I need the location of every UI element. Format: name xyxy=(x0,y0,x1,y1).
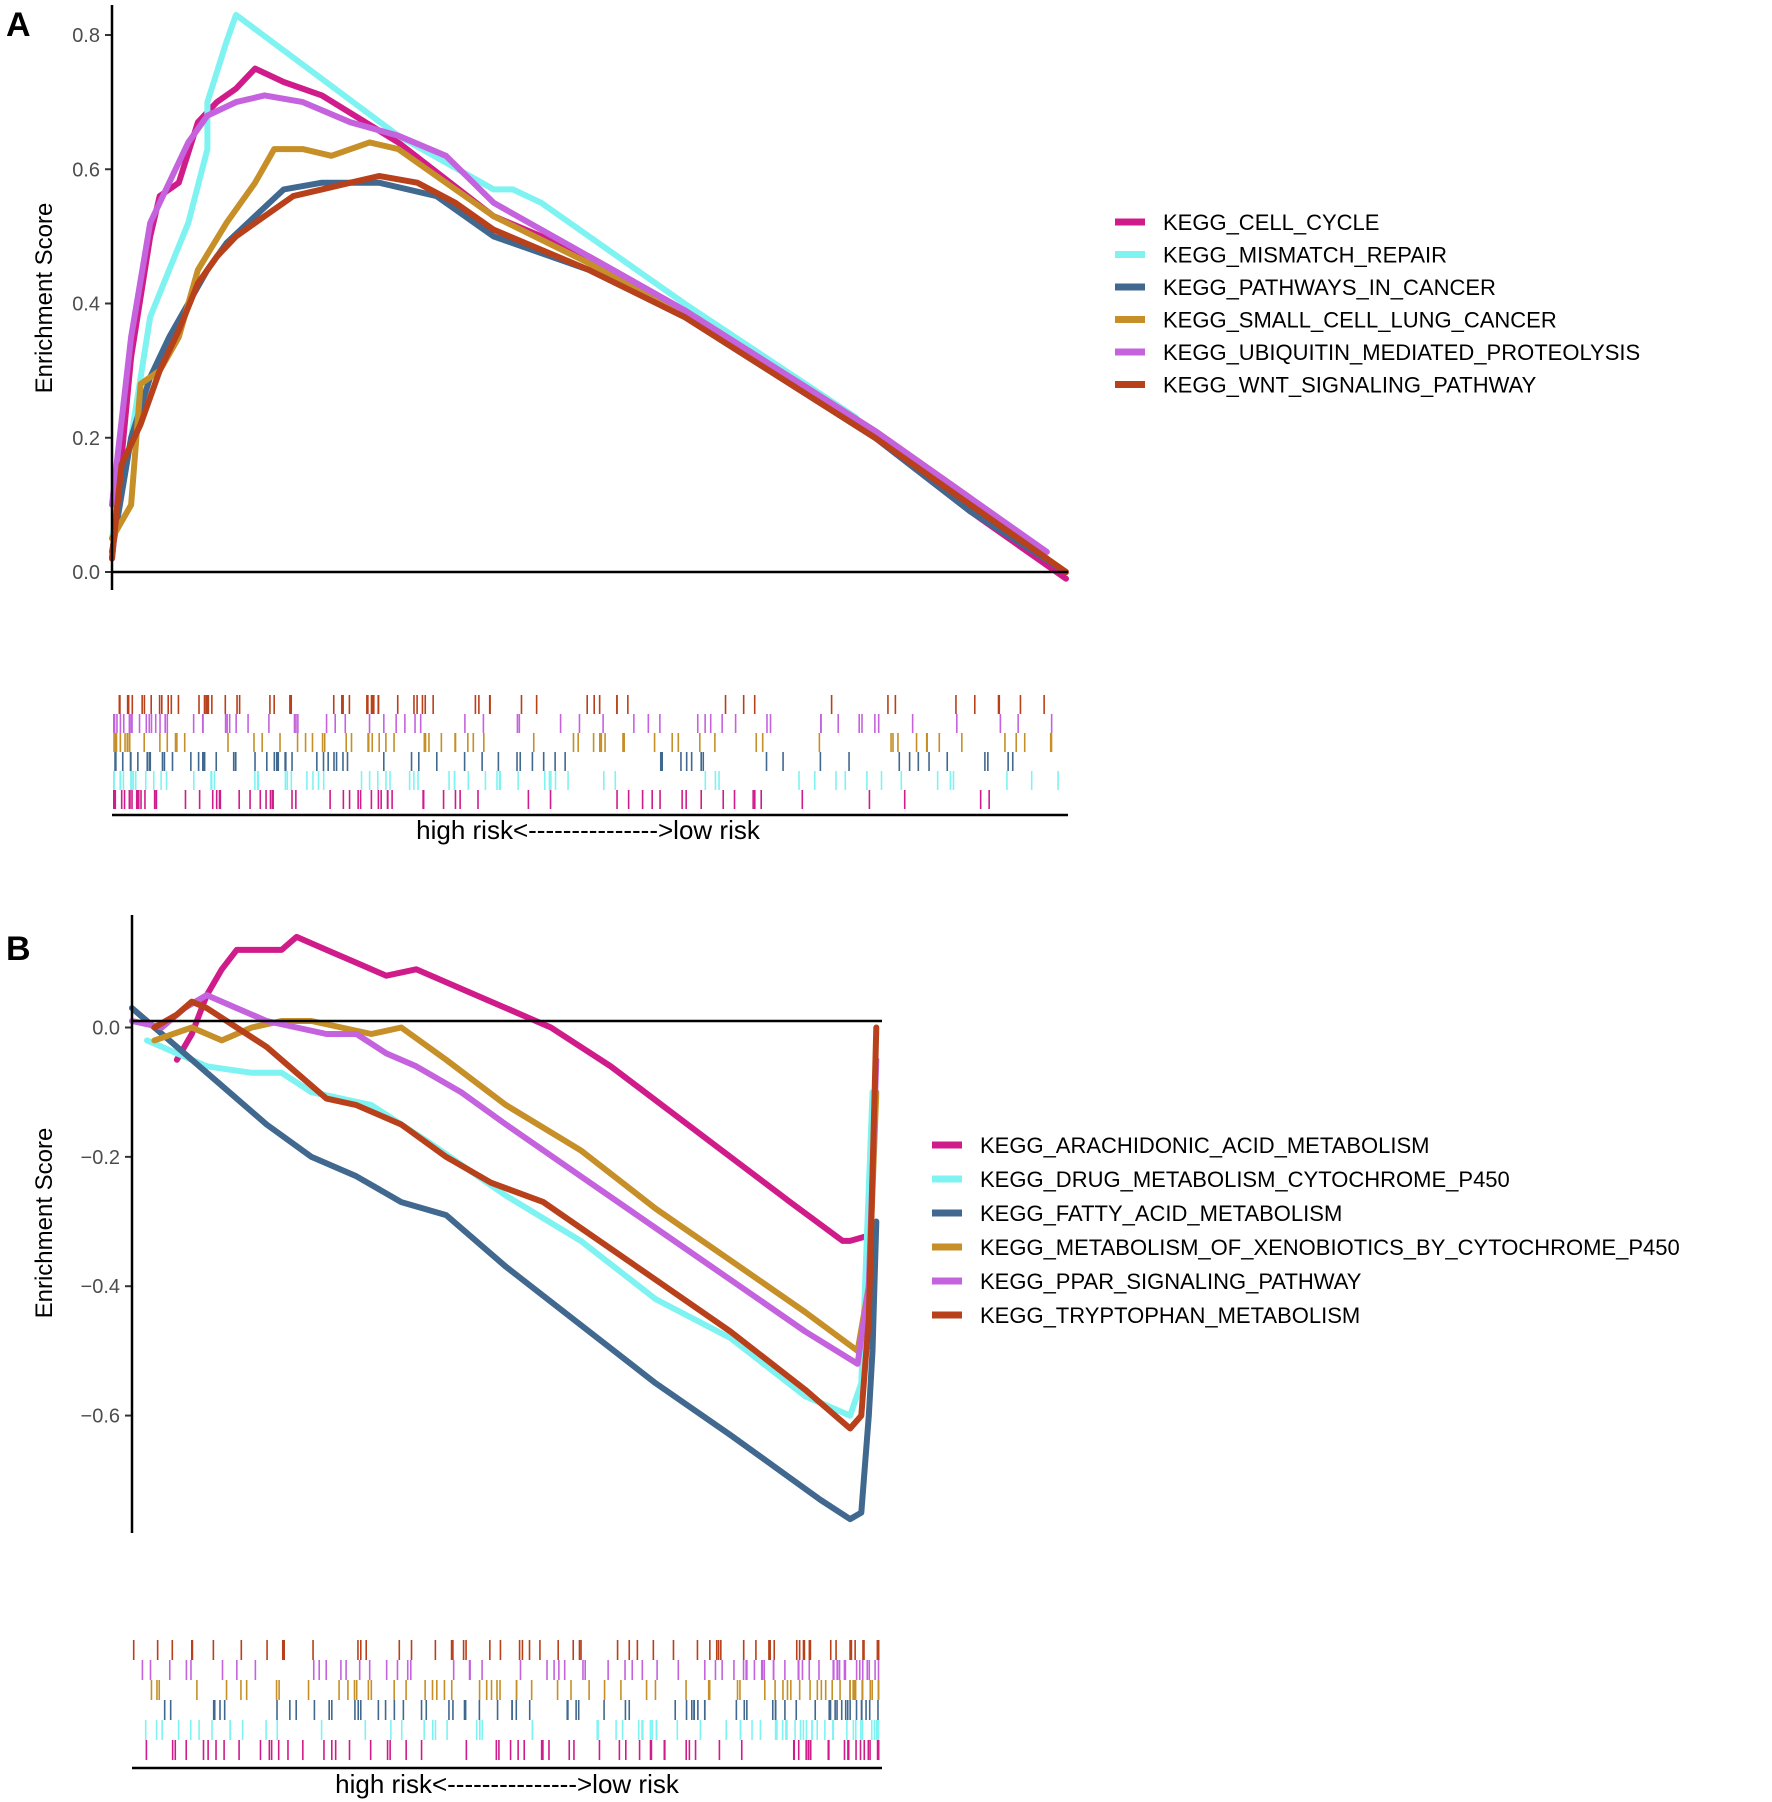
y-tick-label: 0.0 xyxy=(92,1017,120,1039)
series-line xyxy=(151,1018,880,1354)
y-tick-label: 0.2 xyxy=(72,428,100,450)
panel-b-xlabel: high risk<--------------->low risk xyxy=(335,1769,680,1799)
legend-label: KEGG_TRYPTOPHAN_METABOLISM xyxy=(980,1303,1360,1328)
panel-b-lines xyxy=(129,933,880,1523)
legend-label: KEGG_SMALL_CELL_LUNG_CANCER xyxy=(1163,308,1557,333)
panel-a: A Enrichment Score 0.0 0.2 0.4 0.6 0.8 high … xyxy=(6,5,1640,845)
panel-b-hit-ticks xyxy=(132,1640,880,1760)
series-line xyxy=(129,992,880,1367)
legend-label: KEGG_FATTY_ACID_METABOLISM xyxy=(980,1201,1342,1226)
panel-a-yticks: 0.0 0.2 0.4 0.6 0.8 xyxy=(72,25,112,584)
panel-a-lines xyxy=(109,11,1069,582)
series-line xyxy=(109,92,1050,555)
legend-label: KEGG_PPAR_SIGNALING_PATHWAY xyxy=(980,1269,1362,1294)
series-line xyxy=(129,1005,880,1523)
panel-b-yticks: −0.6 −0.4 −0.2 0.0 xyxy=(81,1017,132,1428)
legend-label: KEGG_CELL_CYCLE xyxy=(1163,210,1379,235)
legend-label: KEGG_ARACHIDONIC_ACID_METABOLISM xyxy=(980,1133,1429,1158)
panel-a-hit-ticks xyxy=(113,695,1059,809)
y-tick-label: 0.6 xyxy=(72,159,100,181)
series-line xyxy=(109,179,1069,575)
panel-b: B Enrichment Score −0.6 −0.4 −0.2 0.0 high … xyxy=(6,915,1680,1799)
series-line xyxy=(109,65,1069,582)
legend-label: KEGG_METABOLISM_OF_XENOBIOTICS_BY_CYTOCH… xyxy=(980,1235,1680,1260)
y-tick-label: 0.0 xyxy=(72,562,100,584)
panel-b-ylabel: Enrichment Score xyxy=(31,1128,58,1319)
series-line xyxy=(151,998,880,1432)
legend-label: KEGG_PATHWAYS_IN_CANCER xyxy=(1163,275,1496,300)
y-tick-label: −0.4 xyxy=(81,1276,120,1298)
legend-label: KEGG_WNT_SIGNALING_PATHWAY xyxy=(1163,373,1537,398)
panel-b-label: B xyxy=(6,930,31,968)
series-line xyxy=(109,11,860,542)
y-tick-label: −0.6 xyxy=(81,1406,120,1428)
y-tick-label: 0.8 xyxy=(72,25,100,47)
series-line xyxy=(109,173,1069,575)
panel-a-legend: KEGG_CELL_CYCLE KEGG_MISMATCH_REPAIR KEGG_… xyxy=(1115,210,1640,398)
legend-label: KEGG_MISMATCH_REPAIR xyxy=(1163,243,1447,268)
legend-label: KEGG_DRUG_METABOLISM_CYTOCHROME_P450 xyxy=(980,1167,1510,1192)
panel-a-xlabel: high risk<--------------->low risk xyxy=(416,815,761,845)
panel-a-label: A xyxy=(6,6,31,44)
panel-b-legend: KEGG_ARACHIDONIC_ACID_METABOLISM KEGG_DRU… xyxy=(932,1133,1680,1328)
y-tick-label: −0.2 xyxy=(81,1147,120,1169)
series-line xyxy=(109,139,1050,562)
legend-label: KEGG_UBIQUITIN_MEDIATED_PROTEOLYSIS xyxy=(1163,340,1640,365)
panel-a-ylabel: Enrichment Score xyxy=(31,203,58,394)
y-tick-label: 0.4 xyxy=(72,294,100,316)
series-line xyxy=(173,933,876,1244)
